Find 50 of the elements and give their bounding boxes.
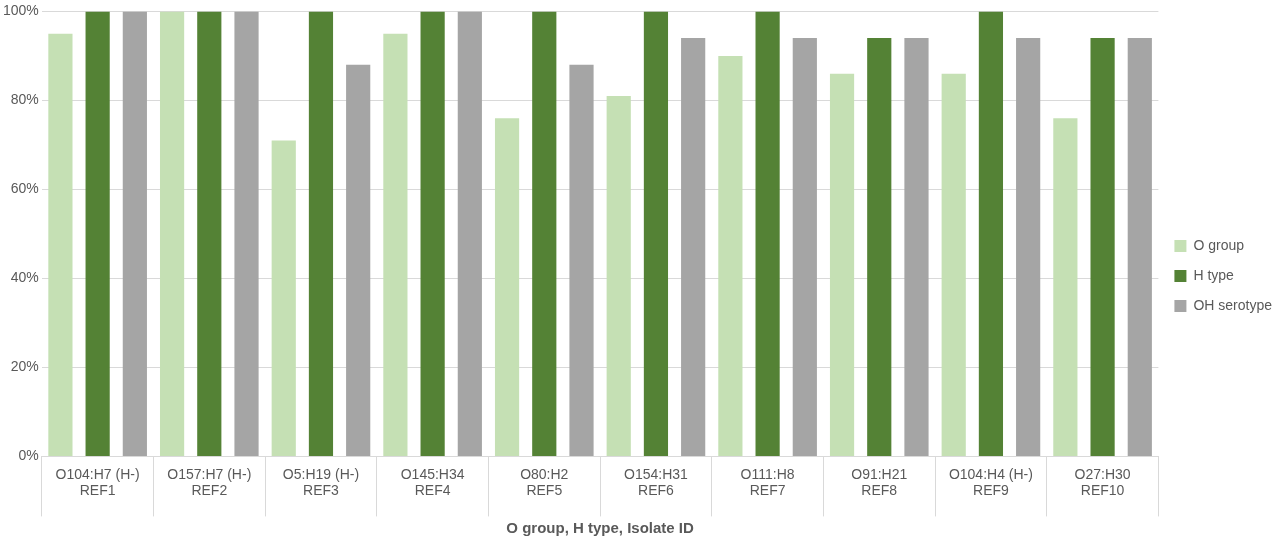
bar (904, 38, 929, 456)
x-tick-label: O104:H4 (H-) REF9 (948, 465, 1033, 499)
bar (792, 38, 817, 456)
bar (978, 11, 1004, 456)
bar (1127, 38, 1152, 456)
x-tick-label: O80:H2 REF5 (520, 465, 569, 499)
bar (234, 11, 259, 456)
bar (197, 11, 222, 456)
bar (681, 38, 706, 456)
bar (1090, 38, 1115, 456)
x-tick-label: O91:H21 REF8 (851, 465, 908, 499)
x-tick-label: O154:H31 REF6 (624, 465, 689, 499)
bar (346, 64, 371, 456)
bar (159, 11, 185, 456)
bar (85, 11, 110, 456)
y-tick-label: 100% (2, 2, 39, 19)
bar (532, 11, 557, 456)
bar (569, 64, 594, 456)
x-tick-label: O5:H19 (H-) REF3 (282, 465, 360, 499)
x-axis-title: O group, H type, Isolate ID (506, 519, 695, 537)
bar (494, 118, 520, 456)
bar (606, 95, 631, 456)
legend-label: OH serotype (1193, 296, 1273, 313)
y-tick-label: 60% (10, 180, 39, 197)
y-tick-label: 0% (18, 447, 39, 464)
bar (122, 11, 147, 456)
x-tick-label: O145:H34 REF4 (400, 465, 465, 499)
x-tick-label: O157:H7 (H-) REF2 (167, 465, 252, 499)
bar (383, 33, 408, 456)
bar (420, 11, 445, 456)
x-tick-label: O27:H30 REF10 (1074, 465, 1131, 499)
x-tick-label: O104:H7 (H-) REF1 (55, 465, 140, 499)
legend-label: O group (1193, 236, 1245, 253)
bar (829, 73, 855, 456)
x-tick-label: O111:H8 REF7 (740, 465, 795, 499)
bar (457, 11, 482, 456)
bar (755, 11, 780, 456)
bar (48, 33, 73, 456)
bar (1053, 118, 1078, 456)
bar (867, 38, 892, 456)
y-tick-label: 80% (10, 91, 39, 108)
y-tick-label: 20% (10, 358, 39, 375)
y-tick-label: 40% (10, 269, 39, 286)
bar (643, 11, 669, 456)
bar (941, 73, 966, 456)
bar (1016, 38, 1041, 456)
bar (271, 140, 296, 456)
bar (718, 55, 743, 456)
bar (308, 11, 334, 456)
legend-label: H type (1193, 266, 1235, 283)
